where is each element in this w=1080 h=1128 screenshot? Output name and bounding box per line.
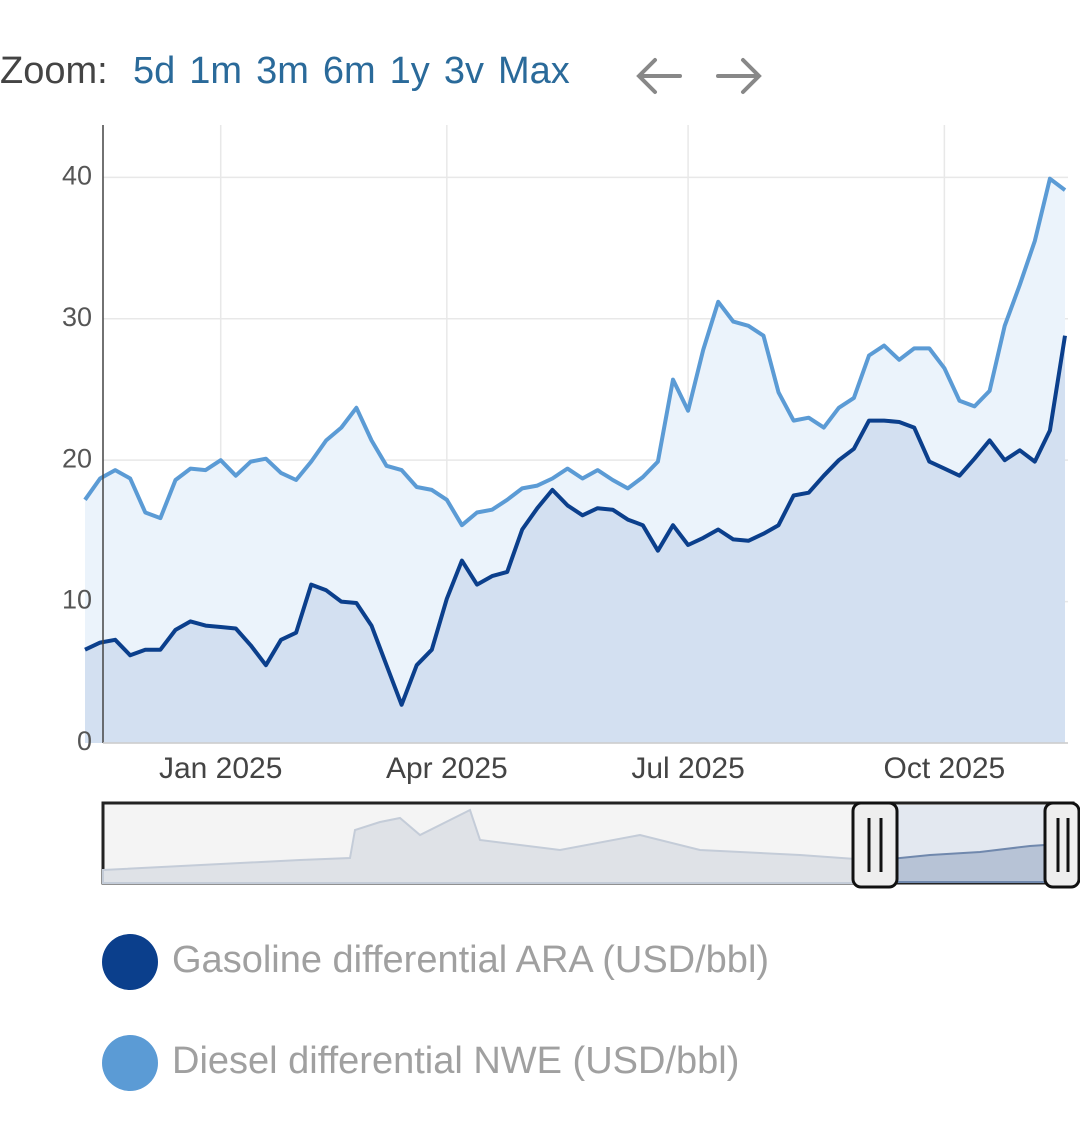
legend-swatch[interactable] xyxy=(102,934,158,990)
navigator xyxy=(101,801,1080,889)
arrow-right[interactable] xyxy=(716,58,762,94)
legend-swatch[interactable] xyxy=(102,1035,158,1091)
x-tick-label: Oct 2025 xyxy=(884,752,1006,785)
handle-grip xyxy=(867,818,883,872)
plot xyxy=(83,176,1067,743)
y-tick-label: 10 xyxy=(62,585,92,615)
zoom-buttons: 5d 1m 3m 6m 1y 3v Max xyxy=(133,50,570,92)
x-tick-label: Apr 2025 xyxy=(386,752,508,785)
zoom-label: Zoom: xyxy=(0,50,108,92)
zoom-button[interactable]: 5d xyxy=(133,50,175,92)
y-tick-label: 0 xyxy=(77,726,92,756)
legend-label[interactable]: Diesel differential NWE (USD/bbl) xyxy=(172,1040,739,1082)
x-tick-label: Jan 2025 xyxy=(159,752,282,785)
zoom-button[interactable]: 1y xyxy=(390,50,430,92)
handle-grip xyxy=(1056,818,1070,872)
nav-arrows xyxy=(636,58,762,94)
zoom-button[interactable]: 1m xyxy=(189,50,242,92)
legend-label[interactable]: Gasoline differential ARA (USD/bbl) xyxy=(172,939,769,981)
series-line xyxy=(83,176,1067,528)
zoom-button[interactable]: 6m xyxy=(323,50,376,92)
x-tick-label: Jul 2025 xyxy=(631,752,744,785)
legend: Gasoline differential ARA (USD/bbl) Diese… xyxy=(102,934,769,1091)
series-line xyxy=(84,335,1067,707)
arrow-left[interactable] xyxy=(636,58,682,94)
y-tick-label: 20 xyxy=(62,443,92,473)
navigator-handle[interactable] xyxy=(1043,801,1080,889)
y-tick-label: 30 xyxy=(62,302,92,332)
series-area xyxy=(85,335,1065,743)
navigator-handle[interactable] xyxy=(851,801,899,889)
zoom-button[interactable]: 3v xyxy=(444,50,484,92)
zoom-button[interactable]: 3m xyxy=(256,50,309,92)
y-tick-label: 40 xyxy=(62,160,92,190)
zoom-button[interactable]: Max xyxy=(498,50,570,92)
